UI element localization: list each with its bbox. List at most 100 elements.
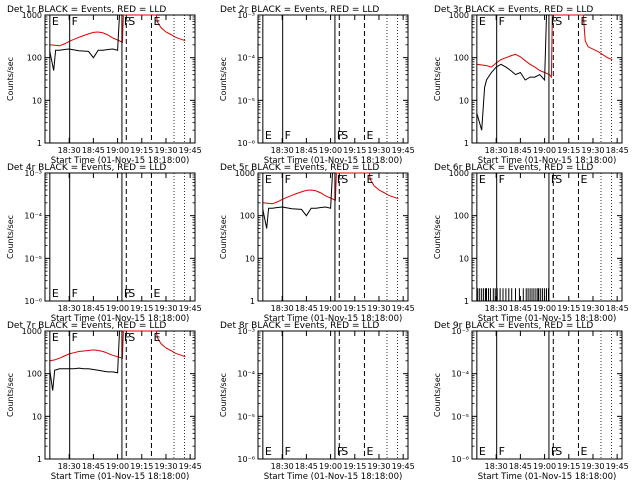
series-line-events — [476, 14, 549, 131]
event-marker-label: S — [128, 15, 135, 28]
event-marker-label: E — [265, 445, 272, 458]
x-tick-label: 19:00 — [319, 146, 342, 155]
x-axis-label: Start Time (01-Nov-15 18:18:00) — [264, 472, 403, 480]
event-marker-label: E — [52, 331, 59, 344]
event-marker-label: F — [285, 173, 291, 186]
x-tick-label: 19:30 — [581, 462, 604, 471]
event-marker-label: S — [341, 173, 348, 186]
x-tick-label: 18:30 — [485, 304, 508, 313]
x-axis-label: Start Time (01-Nov-15 18:18:00) — [51, 156, 190, 166]
y-tick-label: 10⁻⁴ — [237, 54, 255, 63]
plot-frame — [257, 14, 409, 144]
x-tick-label: 19:45 — [179, 462, 202, 471]
y-axis-label: Counts/sec — [219, 373, 228, 417]
panel-det-7: Det 7r BLACK = Events, RED = LLD 1 10 100 10… — [6, 321, 202, 480]
event-marker-label: F — [499, 445, 505, 458]
x-tick-label: 18:45 — [509, 304, 532, 313]
x-tick-label: 19:30 — [154, 146, 177, 155]
x-tick-label: 18:45 — [295, 146, 318, 155]
event-marker-label: S — [555, 445, 562, 458]
x-tick-label: 19:30 — [154, 304, 177, 313]
plot-frame — [44, 14, 196, 144]
panel-title: Det 2r BLACK = Events, RED = LLD — [220, 5, 379, 15]
x-tick-label: 18:45 — [295, 304, 318, 313]
x-tick-label: 19:00 — [533, 462, 556, 471]
x-tick-label: 19:30 — [367, 304, 390, 313]
event-marker-label: S — [128, 287, 135, 300]
x-tick-label: 18:45 — [82, 146, 105, 155]
series-line-events — [262, 172, 335, 229]
x-tick-label: 19:30 — [367, 146, 390, 155]
x-tick-label: 18:30 — [485, 462, 508, 471]
x-tick-label: 19:45 — [392, 304, 415, 313]
panel-title: Det 3r BLACK = Events, RED = LLD — [434, 5, 593, 15]
event-marker-label: F — [72, 331, 78, 344]
x-tick-label: 18:30 — [271, 462, 294, 471]
event-marker-label: F — [551, 445, 557, 458]
y-tick-label: 10⁻⁶ — [24, 297, 42, 306]
y-tick-label: 1 — [464, 297, 469, 306]
series-line-lld — [476, 14, 613, 79]
x-tick-label: 19:15 — [557, 146, 580, 155]
panel-title: Det 6r BLACK = Events, RED = LLD — [434, 163, 593, 173]
x-axis-label: Start Time (01-Nov-15 18:18:00) — [264, 314, 403, 324]
event-marker-label: F — [285, 445, 291, 458]
y-tick-label: 10⁻³ — [24, 169, 42, 178]
y-axis-label: Counts/sec — [219, 57, 228, 101]
x-tick-label: 19:45 — [179, 146, 202, 155]
x-tick-label: 19:15 — [343, 304, 366, 313]
x-axis-label: Start Time (01-Nov-15 18:18:00) — [478, 156, 617, 166]
x-tick-label: 19:15 — [130, 462, 153, 471]
x-tick-label: 18:45 — [82, 462, 105, 471]
y-tick-label: 10⁻³ — [237, 11, 255, 20]
plot-frame — [471, 172, 623, 302]
x-axis-label: Start Time (01-Nov-15 18:18:00) — [478, 472, 617, 480]
event-marker-label: F — [124, 331, 130, 344]
y-tick-label: 10 — [459, 254, 469, 263]
y-tick-label: 10⁻⁵ — [24, 254, 42, 263]
plot-frame — [471, 330, 623, 460]
x-tick-label: 19:00 — [106, 462, 129, 471]
x-tick-label: 18:30 — [58, 462, 81, 471]
y-tick-label: 1 — [37, 139, 42, 148]
y-tick-label: 10⁻⁴ — [237, 370, 255, 379]
x-tick-label: 18:30 — [58, 304, 81, 313]
y-tick-label: 100 — [27, 370, 42, 379]
y-tick-label: 1 — [37, 455, 42, 464]
x-tick-label: 19:00 — [533, 146, 556, 155]
panel-det-6: Det 6r BLACK = Events, RED = LLD 1 10 100 10… — [433, 163, 629, 324]
plot-frame — [471, 14, 623, 144]
event-marker-label: E — [153, 287, 160, 300]
y-tick-label: 10⁻⁵ — [237, 96, 255, 105]
x-tick-label: 19:30 — [581, 304, 604, 313]
y-axis-label: Counts/sec — [6, 215, 15, 259]
x-tick-label: 19:15 — [557, 462, 580, 471]
x-tick-label: 19:30 — [581, 146, 604, 155]
y-axis-label: Counts/sec — [433, 373, 442, 417]
y-tick-label: 100 — [27, 54, 42, 63]
x-tick-label: 19:15 — [343, 146, 366, 155]
series-line-events — [49, 14, 122, 71]
y-tick-label: 10⁻⁶ — [451, 455, 469, 464]
x-tick-label: 18:45 — [295, 462, 318, 471]
event-marker-label: E — [479, 445, 486, 458]
y-tick-label: 10⁻⁶ — [237, 139, 255, 148]
panel-det-9: Det 9r BLACK = Events, RED = LLD 10⁻⁶ 10⁻⁵… — [433, 321, 629, 480]
x-tick-label: 19:45 — [179, 304, 202, 313]
event-marker-label: E — [52, 15, 59, 28]
event-marker-label: E — [580, 15, 587, 28]
plot-frame — [44, 330, 196, 460]
x-axis-label: Start Time (01-Nov-15 18:18:00) — [51, 314, 190, 324]
x-tick-label: 18:30 — [58, 146, 81, 155]
event-marker-label: E — [479, 15, 486, 28]
x-tick-label: 19:45 — [392, 146, 415, 155]
x-tick-label: 19:00 — [319, 462, 342, 471]
x-tick-label: 18:30 — [485, 146, 508, 155]
x-tick-label: 19:00 — [106, 146, 129, 155]
event-marker-label: F — [551, 15, 557, 28]
event-marker-label: F — [499, 173, 505, 186]
panel-det-4: Det 4r BLACK = Events, RED = LLD 10⁻⁶ 10⁻⁵… — [6, 163, 202, 324]
event-marker-label: F — [124, 15, 130, 28]
y-tick-label: 1000 — [22, 327, 42, 336]
x-axis-label: Start Time (01-Nov-15 18:18:00) — [51, 472, 190, 480]
